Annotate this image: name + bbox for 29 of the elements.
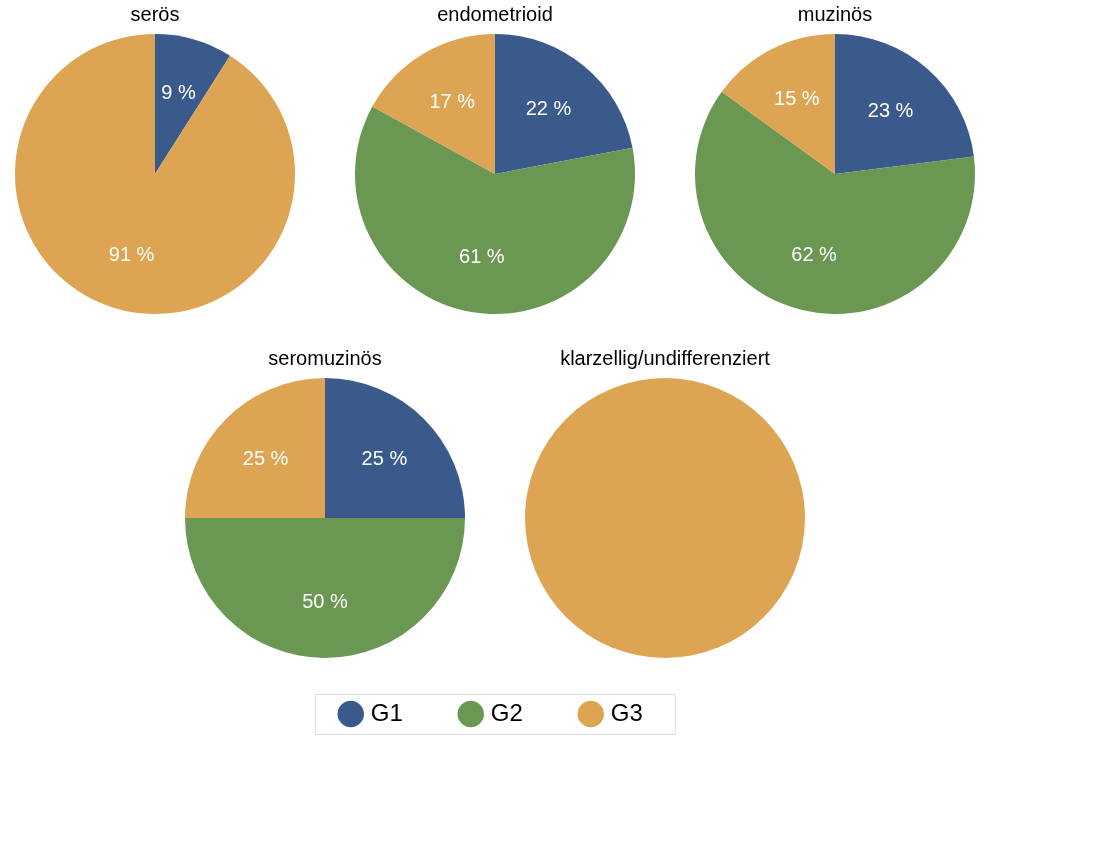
data-label: 17 % — [429, 89, 476, 112]
data-label: 25 % — [361, 446, 408, 469]
pie-slice — [372, 34, 495, 174]
legend-label: G2 — [490, 699, 523, 726]
pie-slice — [155, 34, 231, 174]
pie-slice — [495, 34, 633, 174]
chart-title: muzinös — [797, 3, 873, 25]
pie-slice — [325, 378, 465, 518]
data-label: 22 % — [525, 97, 572, 120]
pie-slice — [721, 34, 835, 174]
data-label: 25 % — [242, 446, 289, 469]
legend-label: G1 — [370, 699, 403, 726]
pie-slice — [15, 34, 295, 314]
pie-slice — [185, 378, 325, 518]
chart-title: serös — [130, 3, 180, 25]
chart-title: seromuzinös — [268, 347, 382, 369]
data-label: 9 % — [161, 81, 196, 104]
legend-label: G3 — [610, 699, 643, 726]
pie-slice — [835, 34, 974, 174]
data-label: 91 % — [108, 242, 155, 265]
chart-title: endometrioid — [437, 3, 553, 25]
data-label: 23 % — [867, 98, 914, 121]
pie-slice — [185, 518, 465, 658]
pie-slice — [695, 91, 975, 314]
data-label: 62 % — [791, 243, 838, 266]
chart-title: klarzellig/undifferenziert — [560, 347, 771, 369]
data-label: 15 % — [774, 87, 820, 110]
data-label: 61 % — [459, 244, 505, 267]
data-label: 50 % — [302, 590, 349, 612]
